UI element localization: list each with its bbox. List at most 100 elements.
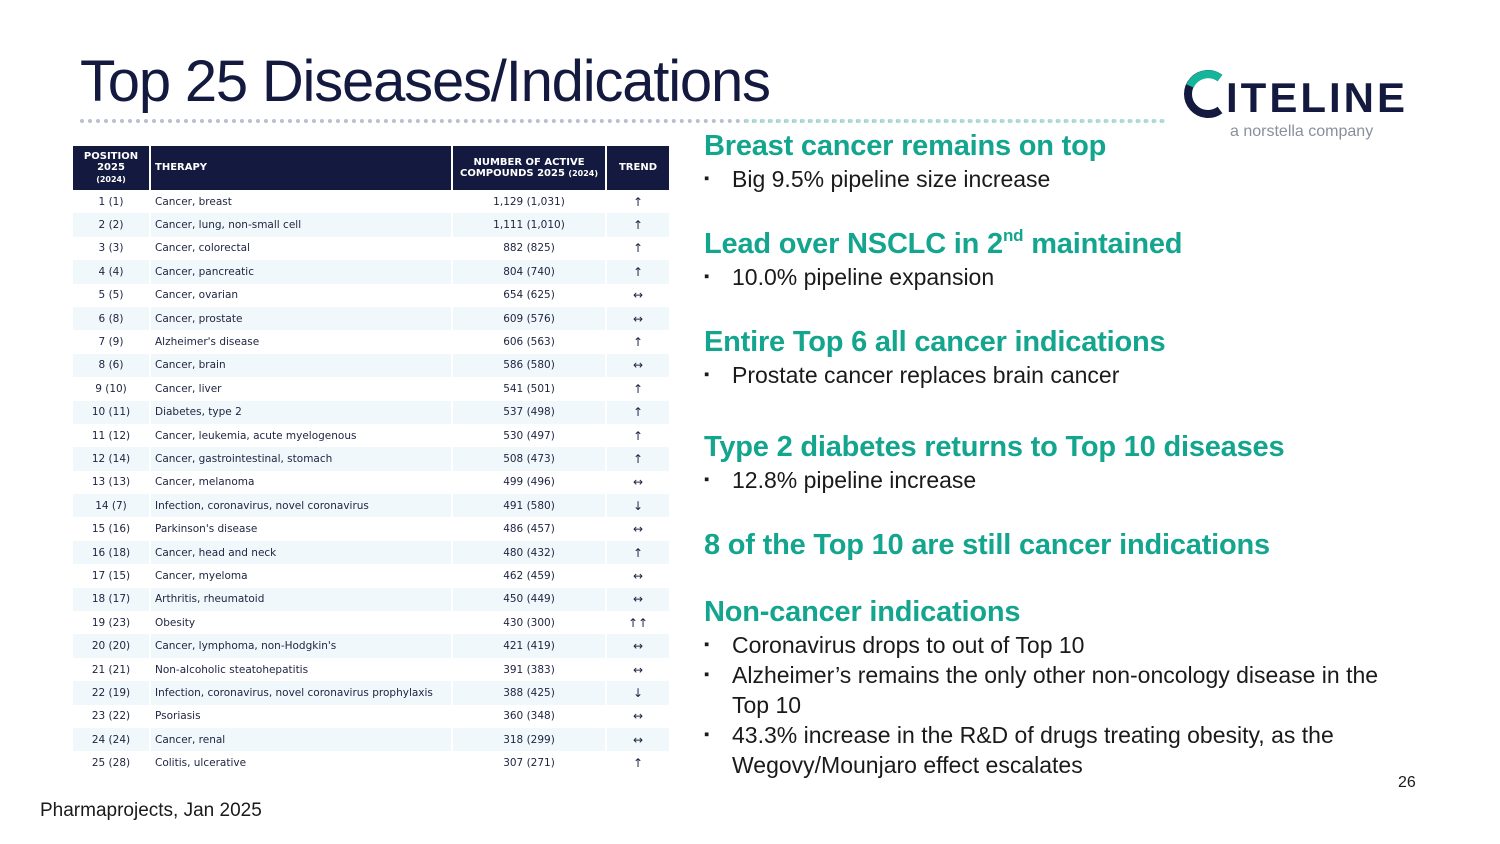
compounds-cell: 462 (459) (452, 564, 607, 588)
logo-wordmark: ITELINE (1226, 74, 1409, 121)
therapy-cell: Colitis, ulcerative (150, 751, 453, 775)
compounds-cell: 450 (449) (452, 587, 607, 612)
position-cell: 3 (3) (73, 236, 151, 261)
trend-cell: ↔ (606, 587, 669, 612)
therapy-cell: Obesity (150, 611, 453, 635)
compounds-cell: 1,129 (1,031) (452, 190, 607, 214)
table-row: 7 (9) Alzheimer's disease 606 (563) ↑ (73, 330, 669, 354)
position-cell: 21 (21) (73, 657, 151, 682)
section-nsclc: Lead over NSCLC in 2nd maintained 10.0% … (704, 226, 1182, 292)
compounds-cell: 499 (496) (452, 470, 607, 495)
table-row: 8 (6) Cancer, brain 586 (580) ↔ (73, 353, 669, 378)
therapy-cell: Cancer, gastrointestinal, stomach (150, 447, 453, 471)
source-note: Pharmaprojects, Jan 2025 (40, 800, 262, 821)
therapy-cell: Cancer, breast (150, 190, 453, 214)
trend-cell: ↔ (606, 353, 669, 378)
position-cell: 5 (5) (73, 283, 151, 307)
trend-cell: ↑ (606, 260, 669, 284)
section-heading: Non-cancer indications (704, 596, 1021, 628)
position-cell: 17 (15) (73, 564, 151, 588)
position-cell: 22 (19) (73, 681, 151, 705)
trend-cell: ↔ (606, 704, 669, 728)
table-row: 25 (28) Colitis, ulcerative 307 (271) ↑ (73, 751, 669, 775)
position-cell: 25 (28) (73, 751, 151, 775)
table-row: 18 (17) Arthritis, rheumatoid 450 (449) ↔ (73, 587, 669, 612)
trend-cell: ↑ (606, 447, 669, 471)
table-row: 24 (24) Cancer, renal 318 (299) ↔ (73, 727, 669, 752)
table-row: 15 (16) Parkinson's disease 486 (457) ↔ (73, 517, 669, 541)
bullet-item: Big 9.5% pipeline size increase (704, 164, 1106, 194)
page-number: 26 (1398, 774, 1416, 791)
compounds-cell: 307 (271) (452, 751, 607, 775)
therapy-cell: Cancer, prostate (150, 306, 453, 331)
position-cell: 16 (18) (73, 540, 151, 565)
position-cell: 1 (1) (73, 190, 151, 214)
citeline-logo: ITELINE a norstella company (1180, 66, 1430, 146)
therapy-cell: Cancer, leukemia, acute myelogenous (150, 423, 453, 448)
compounds-cell: 606 (563) (452, 330, 607, 354)
position-cell: 20 (20) (73, 634, 151, 658)
position-cell: 24 (24) (73, 727, 151, 752)
compounds-cell: 486 (457) (452, 517, 607, 541)
position-cell: 23 (22) (73, 704, 151, 728)
therapy-cell: Cancer, liver (150, 377, 453, 401)
position-cell: 18 (17) (73, 587, 151, 612)
therapy-cell: Cancer, lung, non-small cell (150, 213, 453, 237)
therapy-cell: Cancer, melanoma (150, 470, 453, 495)
compounds-cell: 430 (300) (452, 611, 607, 635)
position-cell: 14 (7) (73, 494, 151, 518)
table-row: 17 (15) Cancer, myeloma 462 (459) ↔ (73, 564, 669, 588)
position-cell: 2 (2) (73, 213, 151, 237)
trend-cell: ↔ (606, 306, 669, 331)
compounds-cell: 882 (825) (452, 236, 607, 261)
position-cell: 19 (23) (73, 611, 151, 635)
therapy-cell: Cancer, pancreatic (150, 260, 453, 284)
position-cell: 11 (12) (73, 423, 151, 448)
therapy-cell: Alzheimer's disease (150, 330, 453, 354)
trend-cell: ↑ (606, 190, 669, 214)
header-compounds: NUMBER OF ACTIVE COMPOUNDS 2025 (2024) (452, 146, 607, 190)
table-row: 20 (20) Cancer, lymphoma, non-Hodgkin's 42… (73, 634, 669, 658)
section-heading: 8 of the Top 10 are still cancer indicat… (704, 529, 1270, 561)
header-therapy: THERAPY (150, 146, 453, 190)
trend-cell: ↑ (606, 423, 669, 448)
table-body: 1 (1) Cancer, breast 1,129 (1,031) ↑ 2 (2) Ca… (73, 190, 669, 775)
therapy-cell: Infection, coronavirus, novel coronaviru… (150, 681, 453, 705)
trend-cell: ↑ (606, 213, 669, 237)
compounds-cell: 609 (576) (452, 306, 607, 331)
table-row: 13 (13) Cancer, melanoma 499 (496) ↔ (73, 470, 669, 495)
bullet-item: 12.8% pipeline increase (704, 465, 1284, 495)
position-cell: 10 (11) (73, 400, 151, 424)
header-trend: TREND (606, 146, 669, 190)
compounds-cell: 480 (432) (452, 540, 607, 565)
bullet-item: 43.3% increase in the R&D of drugs treat… (704, 720, 1384, 780)
trend-cell: ↑ (606, 751, 669, 775)
table-row: 3 (3) Cancer, colorectal 882 (825) ↑ (73, 236, 669, 261)
compounds-cell: 491 (580) (452, 494, 607, 518)
compounds-cell: 530 (497) (452, 423, 607, 448)
trend-cell: ↑↑ (606, 611, 669, 635)
position-cell: 8 (6) (73, 353, 151, 378)
title-divider (80, 119, 1165, 123)
therapy-cell: Cancer, myeloma (150, 564, 453, 588)
position-cell: 7 (9) (73, 330, 151, 354)
header-position: POSITION 2025 (2024) (73, 146, 151, 190)
table-row: 14 (7) Infection, coronavirus, novel coro… (73, 494, 669, 518)
therapy-cell: Cancer, head and neck (150, 540, 453, 565)
compounds-cell: 508 (473) (452, 447, 607, 471)
bullet-item: Coronavirus drops to out of Top 10 (704, 630, 1384, 660)
table-header-row: POSITION 2025 (2024) THERAPY NUMBER OF AC… (73, 146, 669, 190)
table-row: 19 (23) Obesity 430 (300) ↑↑ (73, 611, 669, 635)
position-cell: 13 (13) (73, 470, 151, 495)
position-cell: 12 (14) (73, 447, 151, 471)
trend-cell: ↑ (606, 400, 669, 424)
table-row: 23 (22) Psoriasis 360 (348) ↔ (73, 704, 669, 728)
trend-cell: ↔ (606, 517, 669, 541)
compounds-cell: 360 (348) (452, 704, 607, 728)
trend-cell: ↔ (606, 657, 669, 682)
therapy-cell: Cancer, brain (150, 353, 453, 378)
trend-cell: ↔ (606, 564, 669, 588)
slide-title: Top 25 Diseases/Indications (80, 49, 771, 114)
therapy-cell: Infection, coronavirus, novel coronaviru… (150, 494, 453, 518)
therapy-cell: Cancer, ovarian (150, 283, 453, 307)
